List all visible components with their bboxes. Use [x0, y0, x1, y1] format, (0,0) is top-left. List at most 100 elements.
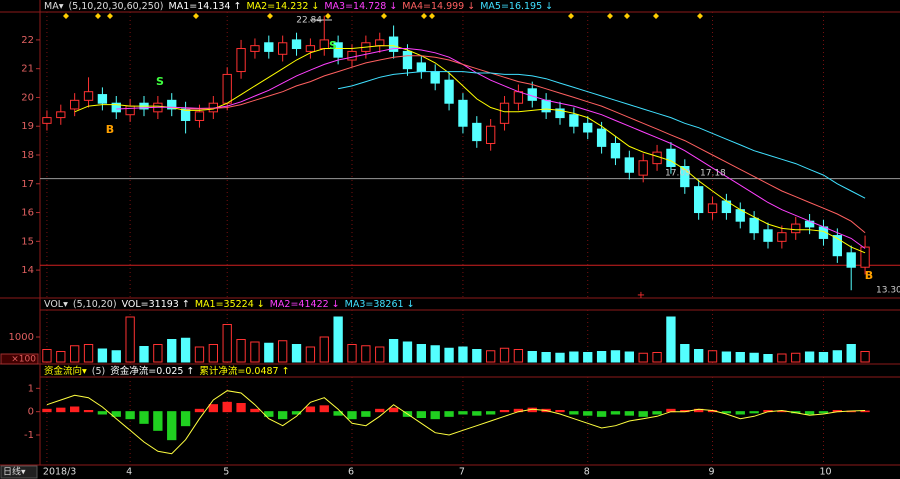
candle-body — [402, 50, 413, 70]
annotation: S — [329, 39, 337, 52]
bar — [444, 347, 454, 363]
bar — [652, 411, 662, 415]
bar — [791, 352, 801, 363]
bar — [569, 411, 579, 415]
bar — [624, 411, 634, 416]
bar — [250, 341, 260, 363]
y-tick-label: 16 — [21, 208, 34, 219]
y-tick-label: 14 — [21, 265, 34, 276]
bar — [804, 351, 815, 363]
diamond-markers — [63, 13, 703, 19]
candle-body — [791, 223, 801, 234]
bar — [458, 411, 468, 415]
bar — [638, 411, 648, 417]
bar — [735, 352, 745, 363]
x-tick-label: 10 — [819, 467, 831, 478]
header-item: MA1=35224 ↓ — [195, 299, 265, 310]
bar — [56, 407, 66, 413]
candle-body — [638, 160, 648, 176]
bar — [305, 346, 316, 363]
y-tick-label: 18 — [21, 150, 34, 161]
annotation: 17.09 — [665, 169, 691, 179]
candle-body — [125, 105, 135, 116]
bar — [860, 410, 870, 413]
bar — [499, 410, 510, 413]
bar — [153, 411, 163, 431]
candle-body — [541, 99, 551, 113]
bar — [402, 341, 413, 363]
y-tick-label: -1 — [24, 430, 34, 441]
bar — [596, 351, 607, 363]
bar — [305, 406, 316, 413]
period-label[interactable]: 日线▾ — [3, 466, 26, 478]
candle-body — [596, 128, 607, 147]
bar — [42, 349, 52, 363]
bar — [111, 350, 121, 363]
indicator-line — [46, 390, 866, 455]
bar — [70, 345, 80, 363]
bar — [666, 316, 676, 363]
candle-body — [555, 108, 565, 119]
bar — [264, 342, 274, 363]
candle-body — [70, 99, 80, 110]
candle-body — [388, 36, 399, 52]
panel-header: 资金流向▾ (5) 资金净流=0.025 ↑ 累计净流=0.0487 ↑ — [44, 365, 290, 377]
bar — [430, 411, 440, 420]
candle-body — [749, 217, 759, 234]
candle-body — [167, 99, 177, 110]
y-tick-label: 22 — [21, 35, 34, 46]
bar — [361, 411, 371, 417]
header-item: MA3=14.728 ↓ — [324, 1, 397, 12]
annotation: B — [865, 269, 873, 282]
bar — [458, 346, 468, 363]
bar — [208, 344, 218, 363]
bar — [749, 411, 759, 414]
candle-body — [416, 62, 426, 73]
bar — [125, 316, 135, 363]
candle-body — [832, 235, 842, 257]
bar — [721, 351, 732, 363]
period-button[interactable] — [0, 465, 38, 479]
bar — [42, 408, 52, 413]
bar — [499, 347, 510, 363]
bar — [777, 353, 787, 363]
y-tick-label: 15 — [21, 236, 34, 247]
header-item[interactable]: MA▾ — [44, 1, 64, 12]
y-tick-label: 1000 — [9, 332, 34, 343]
candle-body — [291, 39, 302, 50]
bar — [721, 411, 732, 414]
bar — [527, 351, 537, 363]
bar — [111, 411, 121, 417]
bar — [555, 410, 565, 413]
bar — [236, 339, 246, 363]
bar — [430, 345, 440, 363]
bar — [472, 349, 482, 363]
signal-markers — [63, 13, 703, 19]
bar — [541, 352, 551, 363]
bar — [832, 350, 842, 363]
bar — [236, 403, 246, 413]
candle-body — [444, 79, 454, 104]
header-item: MA1=14.134 ↑ — [169, 1, 242, 12]
candle-body — [763, 229, 773, 242]
header-item[interactable]: VOL▾ — [44, 299, 68, 310]
candle-body — [458, 99, 468, 127]
candle-body — [278, 42, 288, 55]
candle-body — [486, 125, 496, 144]
bar — [763, 354, 773, 363]
x-tick-label: 4 — [126, 467, 132, 478]
x-tick-label: 2018/3 — [43, 467, 76, 478]
candle-body — [305, 45, 316, 52]
bar — [416, 411, 426, 418]
bar — [638, 352, 648, 363]
bar — [153, 344, 163, 363]
candle-body — [430, 71, 440, 84]
bar — [319, 336, 329, 363]
candle-body — [860, 246, 870, 268]
header-item: (5) — [92, 366, 105, 377]
bar — [735, 411, 745, 415]
bar — [319, 405, 329, 413]
header-item[interactable]: 资金流向▾ — [44, 365, 87, 377]
y-tick-label: 19 — [21, 121, 34, 132]
bar — [194, 346, 205, 363]
